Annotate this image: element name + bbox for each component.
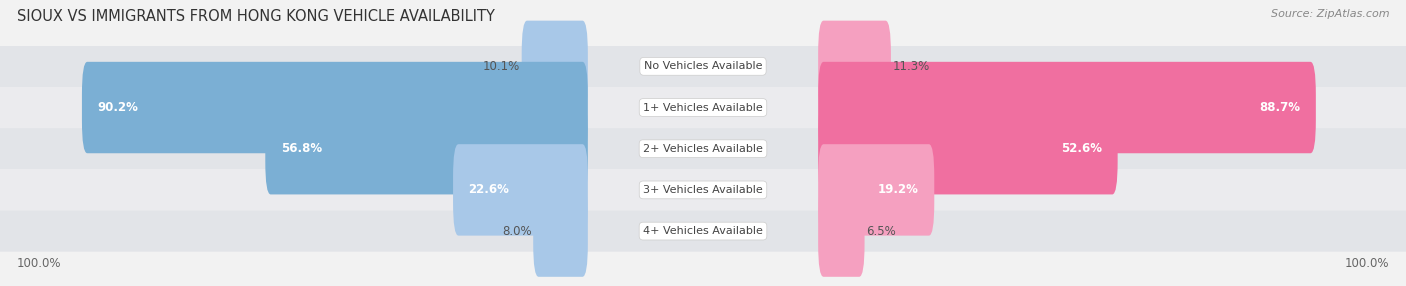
FancyBboxPatch shape	[818, 21, 891, 112]
Text: 2+ Vehicles Available: 2+ Vehicles Available	[643, 144, 763, 154]
Text: 1+ Vehicles Available: 1+ Vehicles Available	[643, 103, 763, 112]
Text: Source: ZipAtlas.com: Source: ZipAtlas.com	[1271, 9, 1389, 19]
FancyBboxPatch shape	[453, 144, 588, 236]
FancyBboxPatch shape	[0, 46, 1406, 87]
Text: 90.2%: 90.2%	[97, 101, 138, 114]
FancyBboxPatch shape	[533, 185, 588, 277]
FancyBboxPatch shape	[818, 103, 1118, 194]
Text: 100.0%: 100.0%	[1344, 257, 1389, 270]
FancyBboxPatch shape	[0, 169, 1406, 210]
Text: 8.0%: 8.0%	[502, 225, 531, 238]
FancyBboxPatch shape	[0, 87, 1406, 128]
Text: 6.5%: 6.5%	[866, 225, 896, 238]
FancyBboxPatch shape	[0, 210, 1406, 252]
FancyBboxPatch shape	[818, 62, 1316, 153]
Text: 52.6%: 52.6%	[1062, 142, 1102, 155]
Text: 10.1%: 10.1%	[484, 60, 520, 73]
FancyBboxPatch shape	[0, 128, 1406, 169]
Text: 19.2%: 19.2%	[877, 183, 920, 196]
Text: No Vehicles Available: No Vehicles Available	[644, 61, 762, 71]
FancyBboxPatch shape	[818, 144, 934, 236]
FancyBboxPatch shape	[266, 103, 588, 194]
Text: 22.6%: 22.6%	[468, 183, 509, 196]
Text: SIOUX VS IMMIGRANTS FROM HONG KONG VEHICLE AVAILABILITY: SIOUX VS IMMIGRANTS FROM HONG KONG VEHIC…	[17, 9, 495, 23]
FancyBboxPatch shape	[818, 185, 865, 277]
Text: 4+ Vehicles Available: 4+ Vehicles Available	[643, 226, 763, 236]
Text: 88.7%: 88.7%	[1260, 101, 1301, 114]
Text: 56.8%: 56.8%	[281, 142, 322, 155]
FancyBboxPatch shape	[82, 62, 588, 153]
Text: 3+ Vehicles Available: 3+ Vehicles Available	[643, 185, 763, 195]
FancyBboxPatch shape	[522, 21, 588, 112]
Text: 100.0%: 100.0%	[17, 257, 62, 270]
Text: 11.3%: 11.3%	[893, 60, 929, 73]
